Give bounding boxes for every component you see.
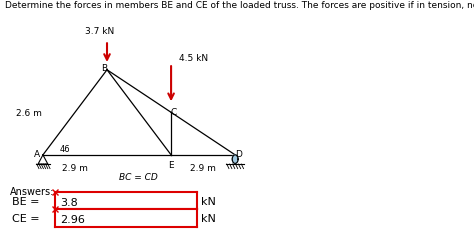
Text: C: C: [171, 108, 177, 117]
Text: D: D: [235, 150, 242, 159]
Text: 46: 46: [60, 145, 70, 154]
Text: 3.7 kN: 3.7 kN: [85, 27, 114, 36]
Text: 3.8: 3.8: [60, 197, 78, 207]
Text: Determine the forces in members BE and CE of the loaded truss. The forces are po: Determine the forces in members BE and C…: [5, 1, 474, 10]
Circle shape: [232, 155, 238, 164]
Text: 2.9 m: 2.9 m: [190, 164, 216, 173]
Text: A: A: [34, 150, 40, 159]
Text: 2.96: 2.96: [60, 214, 85, 224]
Text: 4.5 kN: 4.5 kN: [179, 53, 208, 62]
Text: E: E: [168, 160, 174, 169]
Text: Answers:: Answers:: [9, 187, 54, 196]
Text: BC = CD: BC = CD: [118, 172, 157, 181]
Text: kN: kN: [201, 213, 216, 223]
Text: BE =: BE =: [12, 196, 39, 206]
Text: kN: kN: [201, 196, 216, 206]
Text: 2.6 m: 2.6 m: [16, 108, 42, 117]
Text: 2.9 m: 2.9 m: [62, 164, 88, 173]
Text: CE =: CE =: [12, 213, 39, 223]
Text: B: B: [100, 64, 107, 73]
